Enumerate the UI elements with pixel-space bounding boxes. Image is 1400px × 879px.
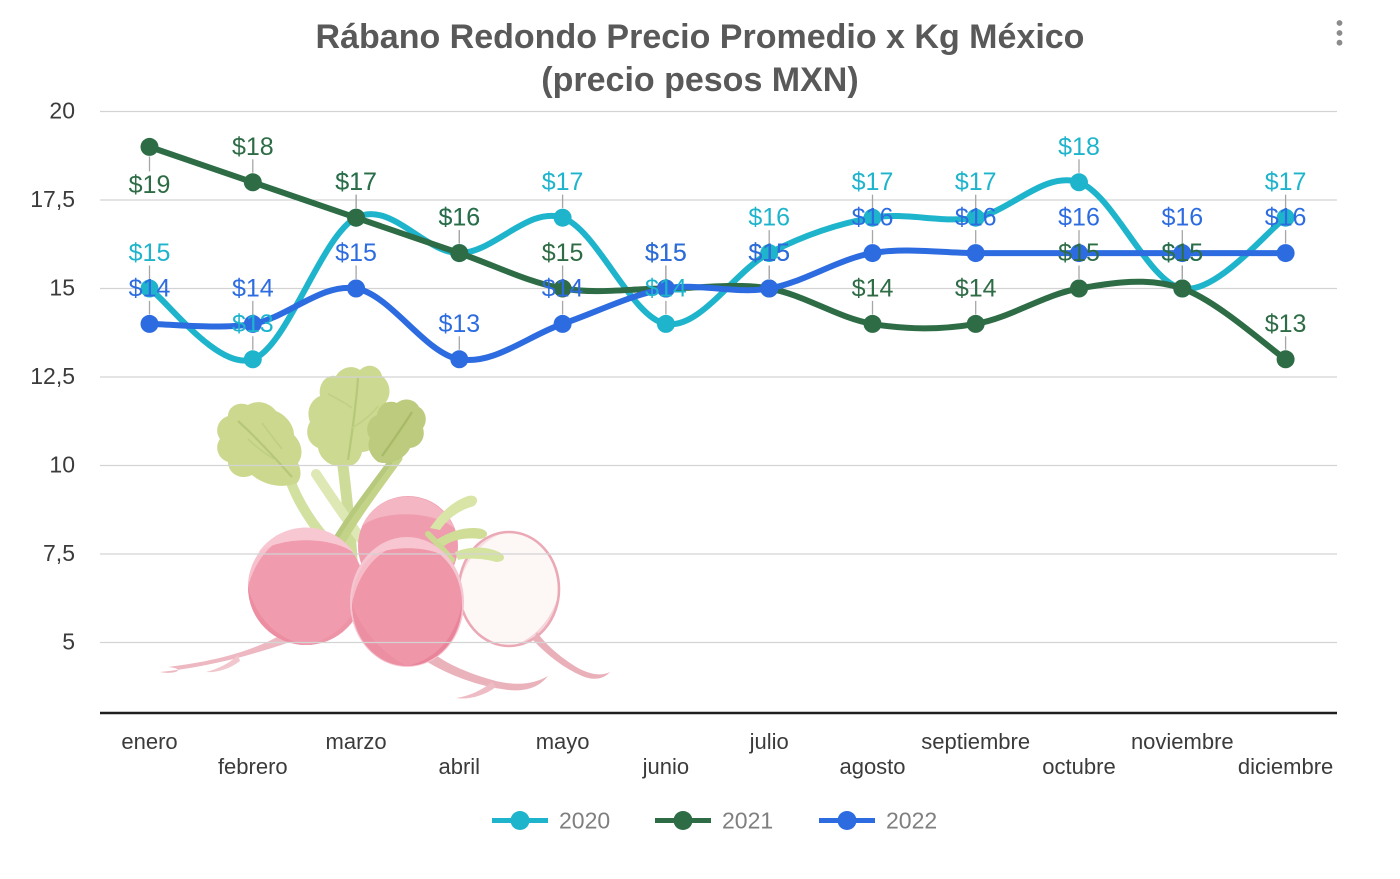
svg-text:agosto: agosto <box>839 754 905 779</box>
svg-text:7,5: 7,5 <box>43 540 75 566</box>
svg-text:$15: $15 <box>645 239 687 267</box>
svg-text:$17: $17 <box>335 168 377 196</box>
svg-text:junio: junio <box>642 754 689 779</box>
svg-text:2021: 2021 <box>722 808 773 834</box>
svg-text:$16: $16 <box>748 204 790 232</box>
svg-text:$16: $16 <box>955 204 997 232</box>
svg-text:10: 10 <box>49 452 75 478</box>
svg-text:$17: $17 <box>955 168 997 196</box>
svg-text:mayo: mayo <box>536 729 590 754</box>
svg-text:$15: $15 <box>748 239 790 267</box>
svg-text:septiembre: septiembre <box>921 729 1030 754</box>
svg-text:$14: $14 <box>955 274 997 302</box>
svg-text:$15: $15 <box>1058 239 1100 267</box>
svg-text:$17: $17 <box>852 168 894 196</box>
svg-text:octubre: octubre <box>1042 754 1115 779</box>
svg-text:$16: $16 <box>438 204 480 232</box>
svg-text:noviembre: noviembre <box>1131 729 1234 754</box>
svg-text:2022: 2022 <box>886 808 937 834</box>
svg-text:$14: $14 <box>852 274 894 302</box>
svg-text:$16: $16 <box>1058 204 1100 232</box>
svg-text:$14: $14 <box>129 274 171 302</box>
svg-text:$15: $15 <box>748 239 790 267</box>
svg-text:marzo: marzo <box>326 729 387 754</box>
svg-text:abril: abril <box>439 754 481 779</box>
svg-text:diciembre: diciembre <box>1238 754 1333 779</box>
svg-text:20: 20 <box>49 98 75 124</box>
svg-text:$16: $16 <box>1265 204 1307 232</box>
svg-text:$16: $16 <box>1161 204 1203 232</box>
svg-text:$15: $15 <box>129 239 171 267</box>
svg-text:enero: enero <box>121 729 177 754</box>
svg-text:15: 15 <box>49 275 75 301</box>
svg-text:$15: $15 <box>645 239 687 267</box>
svg-text:$14: $14 <box>542 274 584 302</box>
svg-text:2020: 2020 <box>559 808 610 834</box>
svg-text:17,5: 17,5 <box>30 186 75 212</box>
svg-text:$18: $18 <box>1058 133 1100 161</box>
svg-text:$17: $17 <box>335 168 377 196</box>
svg-text:febrero: febrero <box>218 754 288 779</box>
svg-text:$16: $16 <box>438 204 480 232</box>
svg-text:$13: $13 <box>232 310 274 338</box>
svg-text:julio: julio <box>749 729 789 754</box>
svg-text:(precio pesos MXN): (precio pesos MXN) <box>541 61 858 99</box>
svg-text:$15: $15 <box>542 239 584 267</box>
svg-text:$14: $14 <box>645 274 687 302</box>
svg-text:12,5: 12,5 <box>30 363 75 389</box>
svg-text:5: 5 <box>62 629 75 655</box>
svg-text:$17: $17 <box>542 168 584 196</box>
svg-text:Rábano Redondo Precio Promedio: Rábano Redondo Precio Promedio x Kg Méxi… <box>316 18 1085 56</box>
svg-text:$13: $13 <box>438 310 480 338</box>
svg-text:$15: $15 <box>335 239 377 267</box>
svg-text:$18: $18 <box>232 133 274 161</box>
svg-text:$15: $15 <box>1161 239 1203 267</box>
svg-text:$16: $16 <box>852 204 894 232</box>
svg-text:$14: $14 <box>232 274 274 302</box>
svg-text:$15: $15 <box>1161 239 1203 267</box>
svg-text:$17: $17 <box>1265 168 1307 196</box>
svg-text:$19: $19 <box>129 171 171 199</box>
svg-text:$13: $13 <box>1265 310 1307 338</box>
